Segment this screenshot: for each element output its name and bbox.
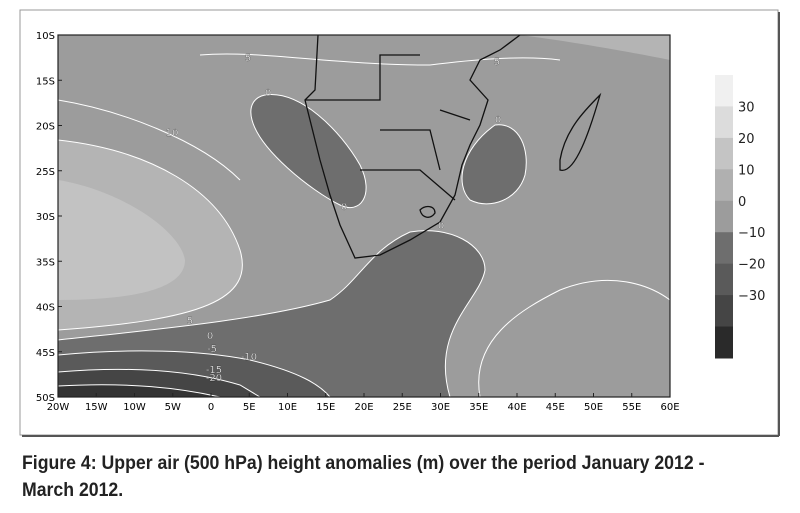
lat-label: 50S	[36, 393, 55, 404]
colorbar-swatch	[715, 295, 733, 328]
contour-label: -5	[207, 344, 217, 355]
contour-label: 5	[187, 316, 193, 327]
contour-label: 10	[166, 128, 179, 139]
lat-label: 35S	[36, 257, 55, 268]
lon-label: 0	[208, 402, 214, 413]
lon-label: 50E	[584, 402, 603, 413]
colorbar-swatch	[715, 326, 733, 359]
colorbar-label: −20	[738, 258, 765, 273]
contour-label: 0	[265, 88, 271, 99]
lat-label: 30S	[36, 212, 55, 223]
lat-label: 10S	[36, 31, 55, 42]
contour-label: 0	[207, 331, 213, 342]
contour-lines	[58, 53, 670, 397]
band-20-30	[58, 180, 185, 300]
lon-label: 5E	[243, 402, 256, 413]
lon-label: 55E	[622, 402, 641, 413]
lon-label: 10W	[123, 402, 146, 413]
contour-label: -10	[241, 352, 257, 363]
colorbar-swatch	[715, 263, 733, 296]
colorbar-swatch	[715, 75, 733, 107]
colorbar-swatch	[715, 137, 733, 170]
lon-label: 35E	[469, 402, 488, 413]
colorbar-swatch	[715, 200, 733, 233]
colorbar-label: 30	[738, 100, 755, 115]
lon-label: 30E	[431, 402, 450, 413]
contour-label: 5	[494, 57, 500, 68]
lon-label: 20E	[354, 402, 373, 413]
coastline	[304, 35, 602, 259]
lon-label: 20W	[47, 402, 70, 413]
lon-label: 5W	[165, 402, 181, 413]
colorbar-swatch	[715, 169, 733, 202]
contour-label: 0	[438, 221, 444, 232]
colorbar-label: 0	[738, 195, 746, 210]
lat-label: 20S	[36, 122, 55, 133]
colorbar-label: 10	[738, 163, 755, 178]
band-neg-0-10	[250, 94, 367, 208]
lon-label: 15W	[85, 402, 108, 413]
lat-label: 40S	[36, 303, 55, 314]
lat-label: 15S	[36, 76, 55, 87]
contour-label: -15	[206, 365, 222, 376]
map-field	[58, 35, 670, 397]
contour-label: 5	[245, 53, 251, 64]
colorbar-swatch	[715, 232, 733, 265]
colorbar: 30 20 10 0 −10 −20 −30	[715, 75, 765, 359]
lon-label: 45E	[546, 402, 565, 413]
caption: Figure 4: Upper air (500 hPa) height ano…	[22, 453, 705, 501]
colorbar-label: −10	[738, 226, 765, 241]
contour-label: 0	[341, 202, 347, 213]
lon-label: 10E	[278, 402, 297, 413]
colorbar-swatch	[715, 106, 733, 139]
lat-label: 25S	[36, 167, 55, 178]
band-neg-30	[58, 384, 220, 397]
lat-label: 45S	[36, 348, 55, 359]
lon-label: 15E	[316, 402, 335, 413]
band-10-20	[520, 35, 670, 60]
contour-label: 0	[495, 115, 501, 126]
contour-label: -20	[206, 373, 222, 384]
band-neg-0-10	[462, 124, 527, 204]
lon-label: 60E	[660, 402, 679, 413]
lon-label: 25E	[393, 402, 412, 413]
colorbar-label: 20	[738, 132, 755, 147]
colorbar-label: −30	[738, 289, 765, 304]
lon-label: 40E	[507, 402, 526, 413]
